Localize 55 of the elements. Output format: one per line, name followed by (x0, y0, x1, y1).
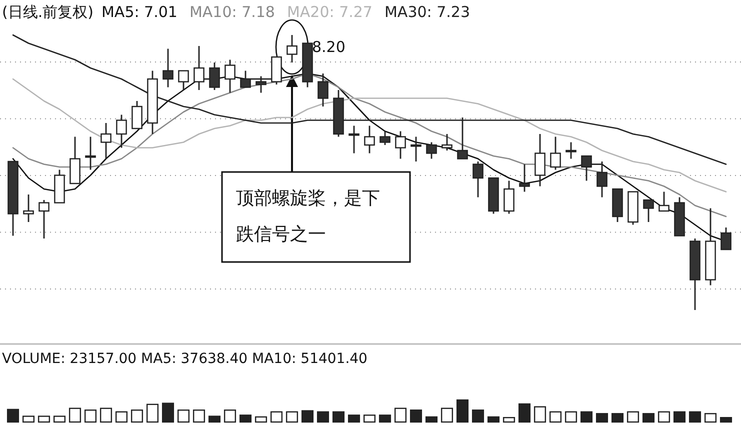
bar (720, 417, 732, 423)
bar (100, 408, 112, 423)
chart-title: VOLUME: 23157.00 MA5: 37638.40 MA10: 51401.40 (2, 351, 368, 367)
bar (425, 416, 438, 423)
bar (518, 403, 531, 423)
bar (177, 410, 190, 423)
bar (580, 411, 593, 423)
bar (38, 416, 50, 423)
bar (688, 411, 702, 423)
bar (394, 408, 407, 423)
bar (208, 416, 221, 423)
bar (130, 410, 144, 423)
bar (626, 411, 640, 423)
bar (270, 411, 283, 423)
bar (316, 411, 330, 423)
bar (596, 413, 608, 423)
bar (642, 413, 655, 423)
bar (549, 411, 562, 423)
bar (472, 410, 484, 423)
bar (286, 411, 298, 423)
bar (363, 414, 376, 423)
text: MA10: 7.18 (189, 3, 275, 21)
bar (673, 411, 686, 423)
bar (162, 402, 174, 423)
bar (332, 411, 345, 423)
bar (224, 410, 236, 423)
chart-title: (日线.前复权) (2, 3, 94, 21)
bar (410, 410, 422, 423)
bar (440, 408, 454, 423)
bar (378, 414, 392, 423)
bar (658, 411, 670, 423)
bar (239, 414, 252, 423)
bar (487, 416, 500, 423)
bar (6, 408, 20, 423)
bar (53, 416, 66, 423)
bar (254, 416, 268, 423)
bar (564, 411, 578, 423)
bar (84, 410, 97, 423)
annotation: 顶部螺旋桨，是下跌信号之一 (236, 188, 380, 245)
bar (68, 408, 82, 423)
bar (192, 410, 206, 423)
text: MA5: 7.01 (101, 3, 178, 21)
text: MA20: 7.27 (286, 3, 372, 21)
bar (611, 413, 624, 423)
bar (348, 414, 360, 423)
bar (534, 406, 546, 423)
bar (456, 399, 469, 423)
bar (22, 416, 35, 423)
bar (115, 411, 128, 423)
bar (146, 404, 159, 423)
bar (502, 417, 516, 423)
annotation: 8.20 (312, 38, 346, 56)
bar (704, 413, 717, 423)
bar (301, 410, 314, 423)
text: MA30: 7.23 (384, 3, 470, 21)
